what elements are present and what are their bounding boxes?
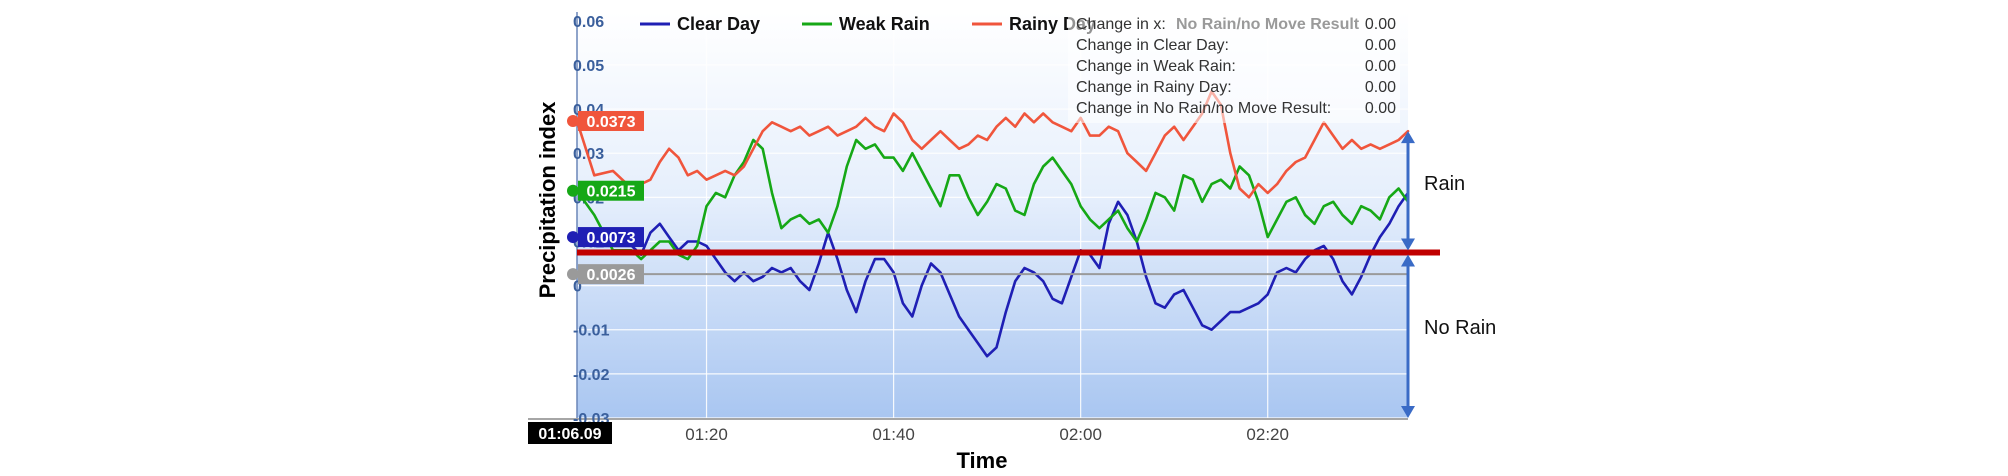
info-row-label: Change in Clear Day: [1076, 37, 1229, 54]
info-row-value: 0.00 [1365, 79, 1396, 96]
value-badge-label: 0.0215 [587, 184, 636, 201]
info-row-value: 0.00 [1365, 100, 1396, 117]
start-time-badge [528, 422, 612, 444]
y-tick-label: 0.05 [573, 58, 604, 75]
no-rain-arrow-head-up [1401, 254, 1415, 267]
value-badge-label: 0.0026 [587, 267, 636, 284]
x-axis-label: Time [957, 448, 1008, 471]
y-axis-label: Precipitation index [535, 101, 560, 299]
y-tick-label: 0.06 [573, 14, 604, 31]
value-marker-dot [567, 231, 579, 244]
value-badge [578, 227, 644, 248]
x-tick-label: 02:20 [1246, 425, 1289, 444]
info-box-panel [1068, 11, 1400, 123]
info-row-label: Change in x: [1076, 16, 1166, 33]
x-tick-label: 01:40 [872, 425, 915, 444]
x-tick-label: 02:00 [1059, 425, 1102, 444]
value-badge [578, 111, 644, 132]
info-row-overlay: No Rain/no Move Result [1176, 16, 1360, 33]
info-row-value: 0.00 [1365, 37, 1396, 54]
start-time-label: 01:06.09 [538, 426, 601, 443]
series-line-clear-day [575, 191, 1410, 358]
rain-arrow-head-up [1401, 131, 1415, 144]
info-row-value: 0.00 [1365, 16, 1396, 33]
info-row-label: Change in Rainy Day: [1076, 79, 1232, 96]
value-marker-dot [567, 115, 579, 128]
y-tick-label: -0.01 [573, 323, 610, 340]
value-badge [578, 180, 644, 201]
legend-label: Weak Rain [839, 14, 930, 34]
x-tick-label: 01:20 [685, 425, 728, 444]
info-row-label: Change in No Rain/no Move Result: [1076, 100, 1331, 117]
rain-label: Rain [1424, 173, 1465, 195]
value-badge [578, 264, 644, 285]
value-badge-label: 0.0073 [587, 230, 636, 247]
series-line-rainy-day [575, 90, 1410, 199]
info-row-label: Change in Weak Rain: [1076, 58, 1236, 75]
value-marker-dot [567, 268, 579, 281]
value-badge-label: 0.0373 [587, 114, 636, 131]
legend-label: Clear Day [677, 14, 760, 34]
no-rain-label: No Rain [1424, 317, 1496, 339]
info-row-value: 0.00 [1365, 58, 1396, 75]
value-marker-dot [567, 184, 579, 197]
no-rain-arrow-head-down [1401, 406, 1415, 418]
rain-arrow-head-down [1401, 238, 1415, 251]
y-tick-label: -0.02 [573, 367, 610, 384]
y-tick-label: 0 [573, 279, 582, 296]
